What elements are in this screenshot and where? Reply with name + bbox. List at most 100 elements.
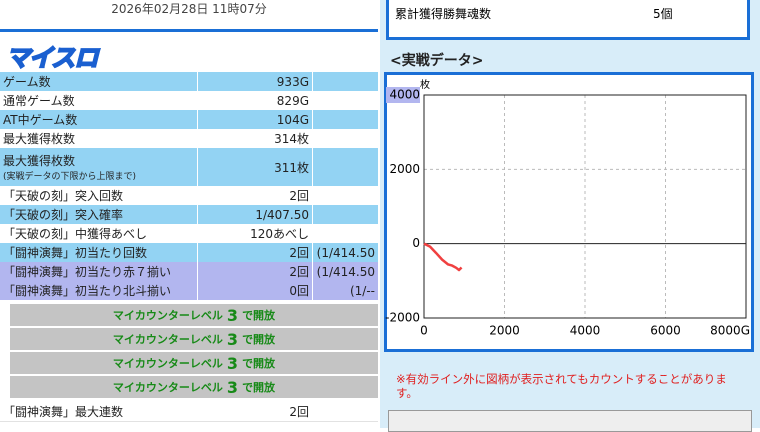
locked-prefix: マイカウンターレベル	[112, 357, 223, 370]
section-title: <実戦データ>	[390, 53, 484, 69]
row-extra: (1/414.50	[312, 243, 378, 262]
y-tick-label: 2000	[389, 162, 420, 176]
row-label-cell: ゲーム数	[0, 72, 197, 91]
locked-prefix: マイカウンターレベル	[112, 381, 223, 394]
row-value: 314枚	[197, 129, 312, 148]
row-value: 1/407.50	[197, 205, 312, 224]
note: ※有効ライン外に図柄が表示されてもカウントすることがあります。	[396, 372, 727, 400]
row-label-cell: 「闘神演舞」初当たり北斗揃い	[0, 281, 197, 300]
tick-highlight	[386, 87, 420, 103]
row-extra: (1/414.50	[312, 262, 378, 281]
locked-suffix: で開放	[242, 309, 276, 322]
row-label: AT中ゲーム数	[3, 113, 78, 127]
table-row: 「天破の刻」突入確率 1/407.50	[0, 205, 378, 224]
locked-prefix: マイカウンターレベル	[112, 309, 223, 322]
x-tick-label: 4000	[570, 324, 601, 338]
row-note: (実戦データの下限から上限まで)	[3, 172, 137, 182]
row-value: 0回	[197, 281, 312, 300]
y-tick-label: -2000	[385, 311, 420, 325]
row-extra	[312, 224, 378, 243]
row-value: 311枚	[197, 148, 312, 186]
row-value: 2回	[197, 262, 312, 281]
top-value: 5個	[653, 7, 673, 21]
divider	[0, 29, 378, 32]
x-tick-label: 6000	[650, 324, 681, 338]
table-row: 「天破の刻」中獲得あべし 120あべし	[0, 224, 378, 244]
x-tick-label: 0	[420, 324, 428, 338]
row-label: 最大獲得枚数	[3, 132, 76, 146]
row-extra	[312, 72, 378, 91]
row-label: 「闘神演舞」最大連数	[3, 405, 124, 419]
table-row: 「闘神演舞」初当たり北斗揃い 0回 (1/--	[0, 281, 378, 300]
row-label: 最大獲得枚数	[3, 154, 76, 168]
row-label-cell: 「天破の刻」中獲得あべし	[0, 224, 197, 243]
row-extra	[312, 91, 378, 110]
row-value: 104G	[197, 110, 312, 129]
row-label: 「天破の刻」中獲得あべし	[3, 227, 148, 241]
locked-row: マイカウンターレベル 3 で開放	[10, 328, 378, 350]
row-label-cell: 「闘神演舞」初当たり赤７揃い	[0, 262, 197, 281]
row-label-cell: 「天破の刻」突入確率	[0, 205, 197, 224]
table-row: 最大獲得枚数 314枚	[0, 129, 378, 149]
y-tick-label: 4000	[389, 88, 420, 102]
row-label-cell: 「天破の刻」突入回数	[0, 186, 197, 205]
top-label: 累計獲得勝舞魂数	[395, 7, 492, 21]
row-extra	[312, 129, 378, 148]
table-row: 通常ゲーム数 829G	[0, 91, 378, 111]
locked-row: マイカウンターレベル 3 で開放	[10, 376, 378, 398]
table-row: 「闘神演舞」最大連数 2回	[0, 402, 378, 422]
row-value: 120あべし	[197, 224, 312, 243]
row-label-cell: 「闘神演舞」初当たり回数	[0, 243, 197, 262]
locked-level: 3	[226, 353, 239, 373]
row-extra	[312, 148, 378, 186]
bottom-box	[388, 410, 752, 432]
table-row: AT中ゲーム数 104G	[0, 110, 378, 129]
table-row: 「天破の刻」突入回数 2回	[0, 186, 378, 206]
row-extra	[312, 110, 378, 129]
row-label: 通常ゲーム数	[3, 94, 75, 108]
row-label: 「天破の刻」突入確率	[3, 208, 124, 222]
table-row: ゲーム数 933G	[0, 72, 378, 91]
table-row: 最大獲得枚数 (実戦データの下限から上限まで) 311枚	[0, 148, 378, 186]
locked-prefix: マイカウンターレベル	[112, 333, 223, 346]
row-label-cell: 最大獲得枚数 (実戦データの下限から上限まで)	[0, 148, 197, 186]
row-label: ゲーム数	[3, 75, 51, 89]
row-label-cell: 最大獲得枚数	[0, 129, 197, 148]
datetime: 2026年02月28日 11時07分	[111, 2, 267, 16]
x-tick-label: 2000	[489, 324, 520, 338]
locked-level: 3	[226, 305, 239, 325]
row-extra: (1/--	[312, 281, 378, 300]
row-value: 2回	[197, 186, 312, 205]
row-label: 「闘神演舞」初当たり赤７揃い	[3, 265, 172, 279]
row-value: 933G	[197, 72, 312, 91]
locked-level: 3	[226, 377, 239, 397]
data-line	[423, 242, 463, 272]
x-tick-label: 8000G	[710, 324, 750, 338]
row-label: 「闘神演舞」初当たり回数	[3, 246, 148, 260]
row-label: 「天破の刻」突入回数	[3, 189, 124, 203]
locked-row: マイカウンターレベル 3 で開放	[10, 304, 378, 326]
plot-border	[423, 94, 747, 319]
row-extra	[312, 186, 378, 205]
locked-suffix: で開放	[242, 333, 276, 346]
row-label-cell: AT中ゲーム数	[0, 110, 197, 129]
y-axis-label: 枚	[420, 78, 430, 91]
chart-frame	[384, 72, 754, 352]
row-value: 829G	[197, 91, 312, 110]
logo: マイスロ	[5, 43, 99, 73]
locked-level: 3	[226, 329, 239, 349]
row-extra	[312, 205, 378, 224]
y-tick-label: 0	[412, 236, 420, 250]
row-value: 2回	[197, 243, 312, 262]
row-value: 2回	[197, 402, 312, 421]
row-label: 「闘神演舞」初当たり北斗揃い	[3, 284, 172, 298]
top-box: 累計獲得勝舞魂数 5個	[386, 0, 750, 40]
row-label-cell: 通常ゲーム数	[0, 91, 197, 110]
table-row: 「闘神演舞」初当たり回数 2回 (1/414.50	[0, 243, 378, 262]
locked-suffix: で開放	[242, 381, 276, 394]
locked-suffix: で開放	[242, 357, 276, 370]
table-row: 「闘神演舞」初当たり赤７揃い 2回 (1/414.50	[0, 262, 378, 281]
locked-row: マイカウンターレベル 3 で開放	[10, 352, 378, 374]
